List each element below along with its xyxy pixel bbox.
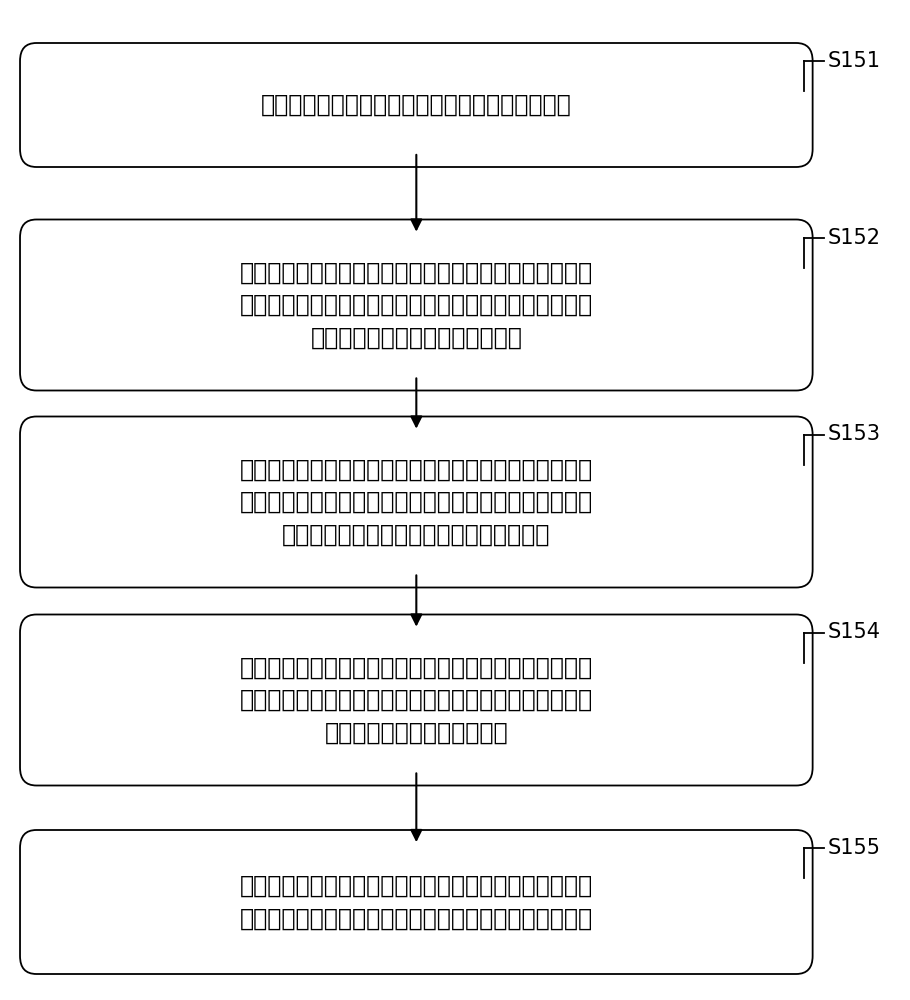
Text: 获取参考测井的岩性类测井数据和物性类测井数据: 获取参考测井的岩性类测井数据和物性类测井数据 (261, 93, 571, 117)
Text: S151: S151 (828, 51, 881, 71)
Text: 基于所述重叠曲线按深度对所述参考测井的岩性类测井数
据和物性类测井数据进行标定，确定出海绿石砂岩的岩性
类测井数据和物性类测井数据区间: 基于所述重叠曲线按深度对所述参考测井的岩性类测井数 据和物性类测井数据进行标定，… (239, 260, 593, 350)
Text: S155: S155 (828, 838, 881, 858)
Text: 获取所述待识别测井的岩性类测井数据和物性类测井数据
，根据所述海绿石砂岩的岩性类测井数据和物性类测井数
据区间识别出所述待识别测井的海绿石砂岩: 获取所述待识别测井的岩性类测井数据和物性类测井数据 ，根据所述海绿石砂岩的岩性类… (239, 457, 593, 547)
Text: S153: S153 (828, 424, 881, 444)
FancyBboxPatch shape (20, 614, 813, 786)
FancyBboxPatch shape (20, 220, 813, 391)
FancyBboxPatch shape (20, 830, 813, 974)
Text: 获取所述待识别测井的海绿石砂岩所对应的体积密度数据
和中子孔隙度数据，结合所述线性关系计算得到所述待识
别测井的海绿石含量识别因子: 获取所述待识别测井的海绿石砂岩所对应的体积密度数据 和中子孔隙度数据，结合所述线… (239, 655, 593, 745)
FancyBboxPatch shape (20, 43, 813, 167)
Text: S152: S152 (828, 228, 881, 247)
Text: 根据所述非线性关系和所述待识别测井的海绿石含量识别
因子计算得到所述待识别测井的海绿石砂岩中海绿石含量: 根据所述非线性关系和所述待识别测井的海绿石含量识别 因子计算得到所述待识别测井的… (239, 874, 593, 930)
Text: S154: S154 (828, 622, 881, 643)
FancyBboxPatch shape (20, 416, 813, 587)
